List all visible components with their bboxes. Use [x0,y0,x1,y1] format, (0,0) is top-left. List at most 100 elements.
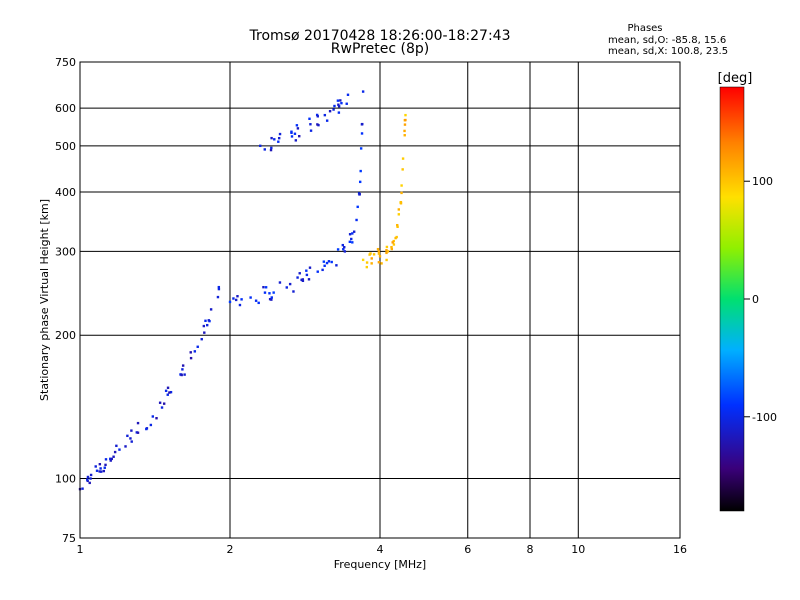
data-point [356,205,359,209]
data-point [336,99,340,102]
data-point [399,200,403,204]
y-axis: 75 100 200 300 400 500 600 750 [55,56,76,545]
data-point [333,104,336,108]
data-point [135,431,138,434]
colorbar-tick-label: 100 [752,175,773,188]
data-point [343,250,347,253]
data-point [278,132,282,136]
data-point [377,250,381,253]
data-point [378,255,382,258]
data-point [254,299,258,302]
data-point [238,303,242,307]
data-point [99,467,102,470]
x-tick-label: 4 [377,543,384,556]
data-point [290,130,293,133]
data-point [285,286,288,289]
data-point [264,286,268,289]
x-tick-label: 6 [464,543,471,556]
plot-frame [79,61,681,539]
data-point [130,429,133,432]
data-point [98,463,102,466]
data-point [193,350,197,353]
data-point [386,250,390,253]
data-point [270,146,273,150]
data-point [288,282,292,286]
data-point [296,276,299,279]
data-point [351,241,354,244]
data-point [321,268,324,272]
y-tick-label: 300 [55,245,76,258]
data-point [180,373,183,377]
data-point [129,437,132,440]
data-point [164,389,168,393]
data-point [316,123,319,126]
data-point [249,296,252,299]
data-point [273,138,276,141]
data-point [361,90,365,93]
data-point [355,218,358,222]
data-point [335,264,338,267]
data-point [360,132,364,135]
data-point [181,368,184,371]
data-point [358,180,362,184]
data-point [88,481,91,485]
data-point [263,148,266,151]
data-point [86,478,89,481]
data-point [309,129,313,132]
data-point [270,298,273,301]
data-point [86,475,90,479]
x-tick-label: 2 [227,543,234,556]
data-point [348,240,352,244]
data-point [228,300,232,304]
plot-points [78,90,407,491]
data-point [149,423,153,427]
data-point [234,298,238,302]
data-point [404,113,407,117]
data-point [301,278,305,281]
data-point [330,260,333,264]
x-tick-label: 16 [673,543,687,556]
data-point [376,247,380,251]
data-point [207,319,210,322]
chart-subtitle: RwPretec (8p) [331,41,429,57]
data-point [385,245,389,249]
colorbar-tick-label: -100 [752,411,777,424]
chart-title: Tromsø 20170428 18:26:00-18:27:43 [249,28,511,44]
data-point [372,253,376,256]
data-point [89,477,92,480]
plot-grid [80,62,680,538]
data-point [403,123,407,126]
y-tick-label: 500 [55,140,76,153]
data-point [365,261,369,264]
data-point [104,458,108,461]
data-point [337,103,340,106]
data-point [272,291,275,294]
y-axis-label: Stationary phase Virtual Height [km] [38,199,51,401]
data-point [325,261,329,265]
data-point [343,246,346,249]
data-point [390,245,393,249]
data-point [385,249,388,252]
data-point [126,434,129,438]
data-point [308,266,312,269]
data-point [346,93,350,96]
data-point [110,457,113,461]
data-point [181,364,185,367]
data-point [365,265,369,269]
data-point [270,296,273,299]
legend-x-stats: mean, sd,X: 100.8, 23.5 [608,46,728,57]
y-tick-label: 200 [55,329,76,342]
data-point [307,278,311,281]
data-point [337,105,341,108]
y-tick-label: 750 [55,56,76,69]
data-point [295,124,299,127]
data-point [130,440,133,443]
legend-title: Phases [627,23,662,34]
data-point [113,450,117,454]
legend-o-stats: mean, sd,O: -85.8, 15.6 [608,35,726,46]
data-point [391,241,394,244]
x-tick-label: 8 [527,543,534,556]
data-point [270,136,273,140]
data-point [269,148,273,152]
data-point [401,168,404,171]
